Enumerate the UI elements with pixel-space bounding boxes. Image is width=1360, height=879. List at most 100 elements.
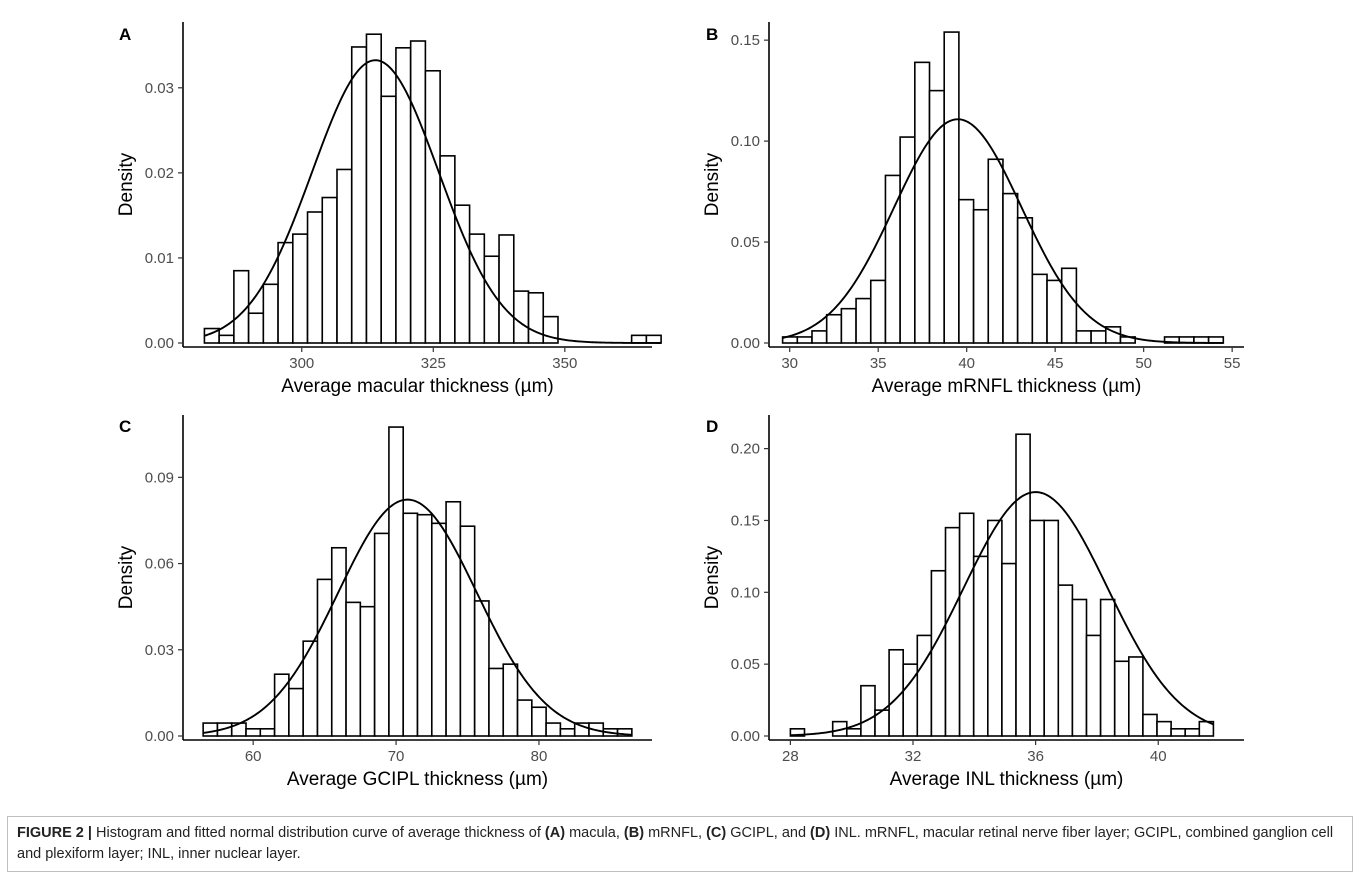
panel-d-bar-12 xyxy=(944,526,961,737)
panel-a-bar-5 xyxy=(262,283,279,344)
panel-c-y-tick-label-0-00: 0.00 xyxy=(145,728,174,745)
panel-a-bar-15 xyxy=(409,40,427,344)
panel-a-letter: A xyxy=(119,25,131,44)
panel-a-bar-30 xyxy=(630,334,648,344)
panel-d-y-tick-label-0-10: 0.10 xyxy=(731,584,760,601)
panel-d-bar-20 xyxy=(1057,584,1074,737)
panel-a-bar-11 xyxy=(350,46,368,344)
panel-a-x-tick-label-350: 350 xyxy=(552,355,577,372)
panel-d-bar-19 xyxy=(1043,519,1060,737)
panel-a-bar-16 xyxy=(424,69,441,344)
panel-d-bar-10 xyxy=(916,634,933,737)
panel-d-bar-5 xyxy=(845,728,862,737)
panel-a-normal-curve xyxy=(204,59,662,344)
panel-c-bar-15 xyxy=(402,512,419,737)
panel-d-y-tick-label-0-00: 0.00 xyxy=(731,728,760,745)
panel-c-x-tick-label-60: 60 xyxy=(245,748,262,765)
panel-a-bar-10 xyxy=(336,168,353,344)
panel-b-bar-11 xyxy=(928,89,946,344)
panel-b-bar-6 xyxy=(855,297,872,344)
panel-c-x-tick-label-70: 70 xyxy=(388,748,405,765)
caption-text-2: macula, xyxy=(565,825,624,841)
panel-c-bar-26 xyxy=(559,728,576,737)
panel-c-x-axis-title: Average GCIPL thickness (µm) xyxy=(287,769,548,790)
panel-d-bar-22 xyxy=(1085,634,1102,737)
panel-a-y-tick-label-0-00: 0.00 xyxy=(145,335,174,352)
panel-c-bar-14 xyxy=(388,426,405,737)
panel-a-y-tick-label-0-02: 0.02 xyxy=(145,165,174,182)
panel-d-y-tick-label-0-15: 0.15 xyxy=(731,512,760,529)
panel-c-bar-12 xyxy=(359,605,376,737)
panel-c-bar-22 xyxy=(502,663,519,737)
panel-c-bar-19 xyxy=(459,525,476,737)
panel-b-x-tick-label-45: 45 xyxy=(1047,355,1064,372)
panel-a-bar-18 xyxy=(454,204,471,344)
caption-text-3: mRNFL, xyxy=(644,825,707,841)
panel-c-y-tick-label-0-09: 0.09 xyxy=(145,469,174,486)
panel-b-letter: B xyxy=(706,25,718,44)
panel-a-bar-31 xyxy=(645,334,662,344)
caption-ref-c: (C) xyxy=(706,825,727,841)
panel-b-x-tick-label-35: 35 xyxy=(870,355,887,372)
panel-b-y-tick-label-0-05: 0.05 xyxy=(731,234,760,251)
panel-a-bar-13 xyxy=(380,95,397,344)
caption-ref-b: (B) xyxy=(623,825,645,841)
panel-d-bar-26 xyxy=(1142,713,1158,737)
panel-a: 300 325 350 0.00 0.01 0.02 0.03 Average macular… xyxy=(116,22,662,397)
panel-b-x-tick-label-50: 50 xyxy=(1135,355,1152,372)
panel-d-bar-28 xyxy=(1170,728,1187,737)
panel-a-bar-4 xyxy=(247,312,265,344)
panel-b-bar-20 xyxy=(1060,267,1078,344)
panel-d-bar-24 xyxy=(1113,660,1130,737)
panel-c-x-tick-label-80: 80 xyxy=(531,748,548,765)
panel-b-y-tick-label-0-10: 0.10 xyxy=(731,133,760,150)
panel-c-bar-10 xyxy=(330,546,347,737)
panel-a-x-axis-title: Average macular thickness (µm) xyxy=(281,376,553,397)
panel-d-bar-11 xyxy=(930,569,947,737)
panel-d-x-tick-label-32: 32 xyxy=(905,748,922,765)
panel-b-x-axis-title: Average mRNFL thickness (µm) xyxy=(872,376,1142,397)
panel-b-bar-14 xyxy=(972,208,990,344)
panel-a-y-tick-label-0-03: 0.03 xyxy=(145,80,174,97)
panel-d-bar-27 xyxy=(1156,720,1172,737)
panel-c-bar-5 xyxy=(259,728,276,737)
caption-box xyxy=(7,816,1353,872)
panel-d-bar-1 xyxy=(789,728,806,737)
panel-c-bar-13 xyxy=(373,532,390,737)
panel-b-bar-3 xyxy=(811,330,828,344)
panel-d-bar-23 xyxy=(1099,598,1116,737)
panel-d-bar-6 xyxy=(860,684,876,737)
panel-a-bar-3 xyxy=(233,269,250,344)
panel-b-y-tick-label-0-15: 0.15 xyxy=(731,32,760,49)
panel-c-bar-23 xyxy=(516,699,533,737)
caption-ref-d: (D) xyxy=(810,825,831,841)
panel-a-bar-21 xyxy=(498,234,515,344)
panel-a-bar-9 xyxy=(321,196,338,344)
panel-b-bar-16 xyxy=(1002,192,1019,344)
panel-c: 60 70 80 0.00 0.03 0.06 0.09 Average GCIPL thic… xyxy=(116,415,652,790)
panel-a-y-tick-label-0-01: 0.01 xyxy=(145,250,174,267)
panel-b-bar-15 xyxy=(987,158,1004,344)
panel-c-bar-24 xyxy=(531,706,547,737)
panel-d-letter: D xyxy=(706,417,718,436)
panel-b-y-axis-title: Density xyxy=(702,152,723,216)
panel-d-y-tick-label-0-05: 0.05 xyxy=(731,656,760,673)
panel-a-bar-23 xyxy=(527,292,545,344)
panel-a-bar-12 xyxy=(365,33,382,344)
panel-c-bar-20 xyxy=(473,600,490,737)
panel-c-bar-16 xyxy=(416,513,433,737)
panel-b-bar-12 xyxy=(943,31,960,344)
panel-b-bar-22 xyxy=(1090,330,1107,344)
panel-c-letter: C xyxy=(119,417,131,436)
panel-d-bar-29 xyxy=(1184,728,1201,737)
panel-b-bar-4 xyxy=(825,313,843,344)
panel-d-bar-18 xyxy=(1029,519,1046,737)
panel-b-bar-17 xyxy=(1016,217,1034,344)
panel-a-x-tick-label-325: 325 xyxy=(421,355,446,372)
panel-a-bar-19 xyxy=(468,233,486,344)
histogram-figure: 300 325 350 0.00 0.01 0.02 0.03 Average macular… xyxy=(116,22,1244,790)
panel-b-x-tick-label-40: 40 xyxy=(958,355,975,372)
panel-c-y-tick-label-0-03: 0.03 xyxy=(145,642,174,659)
panel-d-x-tick-label-28: 28 xyxy=(782,748,799,765)
panel-d-bar-16 xyxy=(1001,562,1017,737)
